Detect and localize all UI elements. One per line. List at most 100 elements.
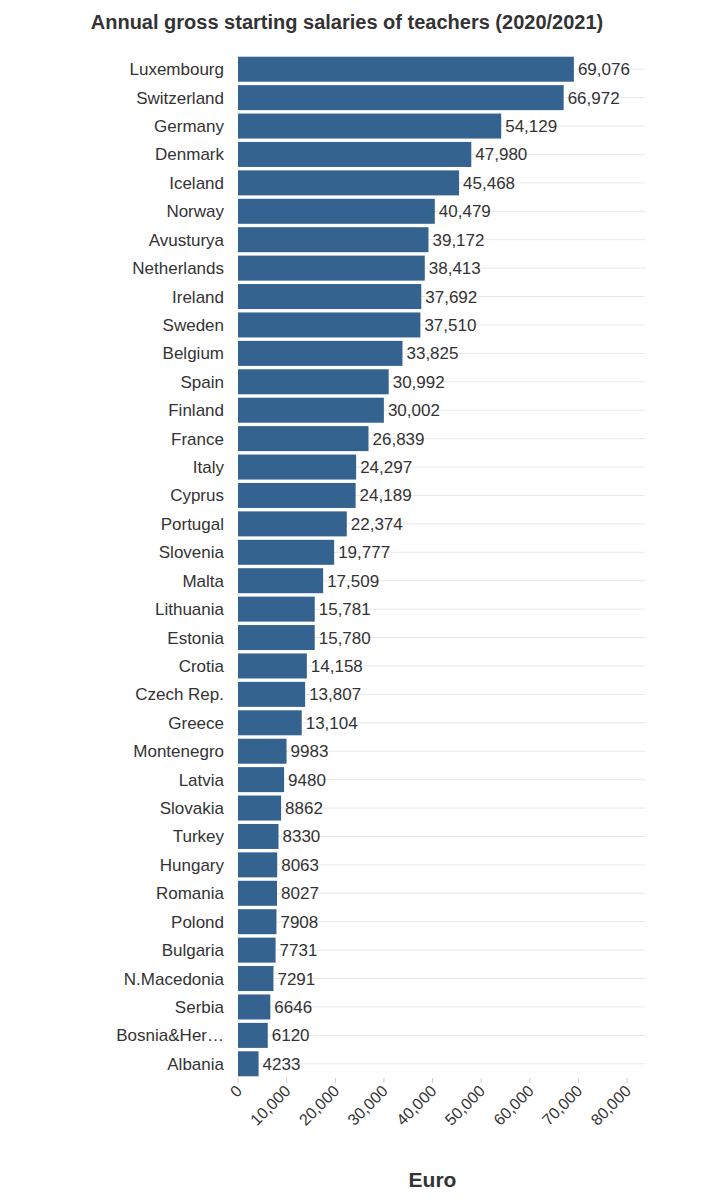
tick-label: 10,000 <box>247 1082 294 1129</box>
tick-label: 30,000 <box>344 1082 391 1129</box>
bar <box>238 1051 259 1076</box>
category-label: Denmark <box>155 145 224 164</box>
category-label: Switzerland <box>136 89 224 108</box>
data-label: 8862 <box>285 799 323 818</box>
data-label: 7291 <box>277 970 315 989</box>
data-label: 22,374 <box>351 515 403 534</box>
data-label: 6120 <box>272 1026 310 1045</box>
data-label: 14,158 <box>311 657 363 676</box>
data-label: 40,479 <box>439 202 491 221</box>
tick-label: 70,000 <box>539 1082 586 1129</box>
bar <box>238 824 279 849</box>
bar <box>238 426 369 451</box>
tick-mark <box>481 1078 482 1083</box>
bar <box>238 881 277 906</box>
category-label: Crotia <box>179 657 225 676</box>
data-label: 47,980 <box>475 145 527 164</box>
bar <box>238 909 276 934</box>
bar <box>238 369 389 394</box>
category-label: Germany <box>154 117 224 136</box>
tick-mark <box>578 1078 579 1083</box>
bar <box>238 57 574 82</box>
tick-label: 60,000 <box>490 1082 537 1129</box>
data-label: 26,839 <box>373 430 425 449</box>
category-label: Montenegro <box>133 742 224 761</box>
bar <box>238 625 315 650</box>
category-label: Greece <box>168 714 224 733</box>
category-label: Slovenia <box>159 543 225 562</box>
bar <box>238 568 323 593</box>
tick-label: 0 <box>227 1082 245 1100</box>
bar <box>238 540 334 565</box>
bar <box>238 796 281 821</box>
bar <box>238 710 302 735</box>
bar <box>238 312 420 337</box>
tick-label: 20,000 <box>296 1082 343 1129</box>
tick-mark <box>627 1078 628 1083</box>
data-label: 33,825 <box>406 344 458 363</box>
bar <box>238 653 307 678</box>
data-label: 15,781 <box>319 600 371 619</box>
bar <box>238 511 347 536</box>
data-label: 54,129 <box>505 117 557 136</box>
data-label: 39,172 <box>432 231 484 250</box>
category-label: Italy <box>193 458 225 477</box>
data-label: 69,076 <box>578 60 630 79</box>
data-label: 30,992 <box>393 373 445 392</box>
data-label: 30,002 <box>388 401 440 420</box>
bar <box>238 682 305 707</box>
title: Annual gross starting salaries of teache… <box>91 11 603 33</box>
category-label: France <box>171 430 224 449</box>
data-label: 13,104 <box>306 714 358 733</box>
data-label: 66,972 <box>568 89 620 108</box>
tick-mark <box>286 1078 287 1083</box>
category-label: Romania <box>156 884 225 903</box>
bar <box>238 852 277 877</box>
tick-label: 50,000 <box>442 1082 489 1129</box>
data-label: 37,692 <box>425 288 477 307</box>
data-label: 24,189 <box>360 486 412 505</box>
bar <box>238 767 284 792</box>
data-label: 13,807 <box>309 685 361 704</box>
bar <box>238 341 402 366</box>
bar <box>238 284 421 309</box>
tick-mark <box>335 1078 336 1083</box>
tick-label: 40,000 <box>393 1082 440 1129</box>
tick-mark <box>383 1078 384 1083</box>
bar <box>238 597 315 622</box>
bar <box>238 142 471 167</box>
data-label: 24,297 <box>360 458 412 477</box>
category-label: Bosnia&Her… <box>116 1026 224 1045</box>
tick-mark <box>238 1078 239 1083</box>
data-label: 37,510 <box>424 316 476 335</box>
tick-label: 80,000 <box>587 1082 634 1129</box>
category-label: Iceland <box>169 174 224 193</box>
tick-mark <box>432 1078 433 1083</box>
bar <box>238 85 564 110</box>
data-label: 9983 <box>291 742 329 761</box>
data-label: 38,413 <box>429 259 481 278</box>
data-label: 8063 <box>281 856 319 875</box>
category-label: Albania <box>167 1055 224 1074</box>
category-label: Finland <box>168 401 224 420</box>
category-label: Belgium <box>163 344 224 363</box>
bar <box>238 739 287 764</box>
category-label: Norway <box>166 202 224 221</box>
data-label: 9480 <box>288 771 326 790</box>
data-label: 45,468 <box>463 174 515 193</box>
data-label: 8330 <box>283 827 321 846</box>
category-label: Slovakia <box>160 799 225 818</box>
bar <box>238 483 356 508</box>
category-label: Ireland <box>172 288 224 307</box>
bar <box>238 938 276 963</box>
bar <box>238 398 384 423</box>
category-label: Portugal <box>161 515 224 534</box>
bar <box>238 199 435 224</box>
data-label: 6646 <box>274 998 312 1017</box>
category-label: Netherlands <box>132 259 224 278</box>
category-label: Malta <box>182 572 224 591</box>
category-label: Cyprus <box>170 486 224 505</box>
data-label: 15,780 <box>319 629 371 648</box>
category-label: Luxembourg <box>129 60 224 79</box>
chart: Annual gross starting salaries of teache… <box>0 0 705 1200</box>
